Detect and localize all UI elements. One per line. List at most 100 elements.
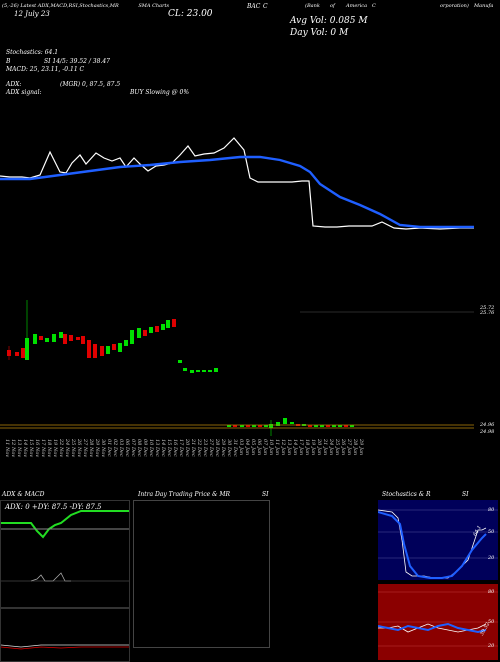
rsi-b: B xyxy=(6,58,11,65)
date-tick: 09 Dec xyxy=(142,439,148,457)
date-tick: 25 Nov xyxy=(70,438,76,457)
rsi-readout: SI 14/5: 39.52 / 38.47 xyxy=(44,58,110,65)
date-tick: 04 Jan xyxy=(244,439,250,455)
intraday-panel xyxy=(133,500,270,648)
date-tick: 05 Jan xyxy=(250,439,256,455)
adx-panel-chart xyxy=(1,510,129,582)
header-indicators: ADX,MACD,RSI,Stochastics,MR xyxy=(37,3,119,9)
stoch-tick-20: 20 xyxy=(488,555,495,561)
date-tick: 29 Nov xyxy=(94,438,100,457)
date-tick: 10 Dec xyxy=(148,439,154,457)
price-axis-lower: 24.96 xyxy=(480,422,495,428)
date-tick: 20 Dec xyxy=(184,438,190,457)
header-charts: Charts xyxy=(152,3,170,9)
date-tick: 20 Jan xyxy=(316,438,322,455)
date-tick: 29 Dec xyxy=(220,438,226,457)
date-tick: 26 Nov xyxy=(76,438,82,457)
macd-readout: MACD: 25, 23.11, -0.11 C xyxy=(6,66,85,73)
date-tick: 01 Dec xyxy=(106,439,112,457)
date-tick: 17 Dec xyxy=(178,439,184,457)
company-part2: of xyxy=(330,3,335,9)
date-tick: 07 Dec xyxy=(130,439,136,457)
date-tick: 21 Dec xyxy=(190,438,196,457)
stoch-white-line xyxy=(378,509,487,579)
stoch-tick-50: 50 xyxy=(488,529,495,535)
header-latest: (5,-26) Latest xyxy=(2,3,37,9)
company-part3: America xyxy=(346,3,368,9)
stoch-blue-line xyxy=(378,511,487,579)
date-tick: 27 Jan xyxy=(346,438,352,455)
date-tick: 11 Nov xyxy=(4,439,10,457)
date-tick: 18 Nov xyxy=(46,439,52,457)
header-sma: SMA xyxy=(138,3,151,9)
macd-panel xyxy=(0,608,130,662)
adx-signal-value: BUY Slowing @ 0% xyxy=(130,89,190,96)
date-tick: 28 Nov xyxy=(88,438,94,457)
rsi-panel: 80 50 20 39.52 xyxy=(378,584,498,660)
date-tick: 13 Jan xyxy=(286,439,292,455)
date-tick: 22 Nov xyxy=(58,438,64,457)
date-tick: 11 Jan xyxy=(274,439,280,455)
price-axis-upper2: 25.76 xyxy=(480,310,495,316)
close-label: CL: 23.00 xyxy=(168,9,213,19)
adx-label: ADX: xyxy=(6,81,22,88)
adx-signal-label: ADX signal: xyxy=(6,89,42,96)
date-tick: 13 Nov xyxy=(16,439,22,457)
date-tick: 30 Dec xyxy=(226,439,232,457)
macd-white-line xyxy=(1,644,129,648)
date-tick: 14 Nov xyxy=(22,439,28,457)
price-line xyxy=(0,137,474,230)
stochastics-chart xyxy=(378,509,498,579)
date-tick: 24 Jan xyxy=(328,438,334,455)
date-tick: 21 Jan xyxy=(322,438,328,455)
date-tick: 08 Dec xyxy=(136,439,142,457)
date-tick: 02 Dec xyxy=(112,439,118,457)
adx-panel-readout: ADX: 0 +DY: 87.5 -DY: 87.5 xyxy=(5,503,102,511)
price-axis-upper: 25.72 xyxy=(480,305,495,311)
rsi-tick-50: 50 xyxy=(488,619,495,625)
date-tick: 23 Dec xyxy=(202,438,208,457)
date-tick: 27 Nov xyxy=(82,438,88,457)
price-axis-lower2: 24.98 xyxy=(480,429,495,435)
header-line1: (5,-26) Latest ADX,MACD,RSI,Stochastics,… xyxy=(2,3,169,9)
date-tick: 18 Jan xyxy=(304,439,310,455)
date-tick: 15 Nov xyxy=(28,439,34,457)
stochastics-panel: 80 50 20 64.1 xyxy=(378,500,498,580)
date-tick: 29 Jan xyxy=(358,438,364,455)
date-tick: 17 Nov xyxy=(40,439,46,457)
adx-lower-white xyxy=(30,572,71,582)
company-part1: (Bank xyxy=(305,3,320,9)
date-tick: 03 Jan xyxy=(238,439,244,455)
header-ticker-c: C xyxy=(263,3,268,10)
adx-green-line xyxy=(1,510,129,539)
date-tick: 07 Jan xyxy=(262,439,268,455)
rsi-blue-line xyxy=(378,622,487,634)
rsi-tick-20: 20 xyxy=(488,643,495,649)
date-tick: 27 Dec xyxy=(208,438,214,457)
date-tick: 15 Dec xyxy=(166,439,172,457)
date-tick: 06 Dec xyxy=(124,439,130,457)
date-tick: 13 Dec xyxy=(154,439,160,457)
date-axis: 11 Nov 12 Nov 13 Nov 14 Nov 15 Nov 16 Nov 17 N… xyxy=(4,438,364,457)
company-part6: Manufa xyxy=(474,3,494,9)
candles xyxy=(7,300,354,436)
date-tick: 22 Dec xyxy=(196,438,202,457)
avg-volume: Avg Vol: 0.085 M xyxy=(290,16,368,26)
date-tick: 17 Jan xyxy=(298,439,304,455)
main-price-chart xyxy=(0,137,474,436)
rsi-tick-80: 80 xyxy=(488,589,495,595)
date-tick: 16 Nov xyxy=(34,439,40,457)
date-tick: 30 Nov xyxy=(100,439,106,457)
date-tick: 14 Jan xyxy=(292,439,298,455)
stoch-si: SI xyxy=(462,491,469,498)
stoch-title: Stochastics & R xyxy=(382,491,431,498)
stochastics-readout: Stochastics: 64.1 xyxy=(6,49,59,56)
date-tick: 10 Jan xyxy=(268,439,274,455)
company-part5: orporation) xyxy=(440,3,469,9)
date-label: 12 July 23 xyxy=(14,10,50,18)
macd-red-line xyxy=(1,646,129,650)
date-tick: 26 Jan xyxy=(340,438,346,455)
company-part4: C xyxy=(372,3,376,9)
date-tick: 12 Jan xyxy=(280,439,286,455)
adx-values: (MGR) 0, 87.5, 87.5 xyxy=(60,81,121,88)
